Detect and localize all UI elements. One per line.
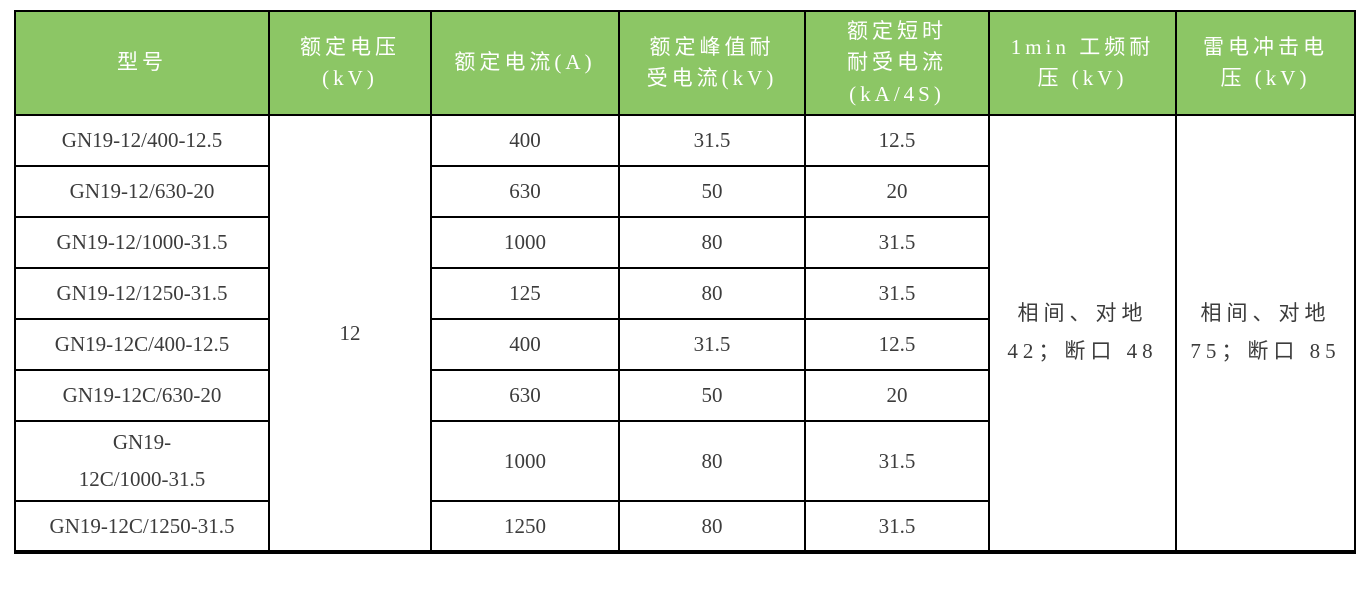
short-time-withstand-cell: 20 [804,369,990,422]
peak-withstand-cell: 80 [618,216,806,269]
header-row: 型号 额定电压 (kV) 额定电流(A) 额定峰值耐 受电流(kV) 额定短时 … [14,10,1356,116]
model-cell: GN19-12/1000-31.5 [14,216,270,269]
model-cell: GN19-12/400-12.5 [14,114,270,167]
power-frequency-merged-cell: 相间、对地 42；断口 48 [988,114,1177,553]
short-time-withstand-cell: 31.5 [804,420,990,502]
short-time-withstand-cell: 20 [804,165,990,218]
short-time-withstand-cell: 31.5 [804,500,990,553]
model-cell: GN19-12/630-20 [14,165,270,218]
short-time-withstand-cell: 12.5 [804,318,990,371]
model-cell: GN19-12C/630-20 [14,369,270,422]
table-row: GN19-12/630-20 630 50 20 [14,165,1355,218]
table-row: GN19- 12C/1000-31.5 1000 80 31.5 [14,420,1355,502]
table-row: GN19-12/1000-31.5 1000 80 31.5 [14,216,1355,269]
rated-current-cell: 400 [430,114,620,167]
header-lightning-impulse-voltage: 雷电冲击电 压 (kV) [1175,10,1356,116]
header-peak-withstand-current: 额定峰值耐 受电流(kV) [618,10,806,116]
rated-current-cell: 125 [430,267,620,320]
rated-current-cell: 400 [430,318,620,371]
header-model: 型号 [14,10,270,116]
short-time-withstand-cell: 12.5 [804,114,990,167]
header-rated-voltage: 额定电压 (kV) [268,10,432,116]
spec-table: 型号 额定电压 (kV) 额定电流(A) 额定峰值耐 受电流(kV) 额定短时 … [14,10,1356,554]
peak-withstand-cell: 31.5 [618,318,806,371]
header-power-frequency-withstand: 1min 工频耐 压 (kV) [988,10,1177,116]
short-time-withstand-cell: 31.5 [804,216,990,269]
lightning-impulse-merged-cell: 相间、对地 75；断口 85 [1175,114,1356,553]
peak-withstand-cell: 80 [618,267,806,320]
peak-withstand-cell: 31.5 [618,114,806,167]
model-cell: GN19-12/1250-31.5 [14,267,270,320]
peak-withstand-cell: 80 [618,420,806,502]
table-row: GN19-12C/400-12.5 400 31.5 12.5 [14,318,1355,371]
model-cell: GN19-12C/1250-31.5 [14,500,270,553]
header-rated-current: 额定电流(A) [430,10,620,116]
rated-current-cell: 1250 [430,500,620,553]
table-row: GN19-12/400-12.5 12 400 31.5 12.5 相间、对地 … [14,114,1356,553]
rated-voltage-merged-cell: 12 [268,114,432,553]
table-row: GN19-12C/630-20 630 50 20 [14,369,1355,422]
rated-current-cell: 630 [430,165,620,218]
peak-withstand-cell: 50 [618,165,806,218]
rated-current-cell: 1000 [430,420,620,502]
model-cell: GN19-12C/400-12.5 [14,318,270,371]
header-short-time-withstand-current: 额定短时 耐受电流 (kA/4S) [804,10,990,116]
table-row: GN19-12C/1250-31.5 1250 80 31.5 [14,500,1355,553]
table-row: GN19-12/1250-31.5 125 80 31.5 [14,267,1355,320]
rated-current-cell: 1000 [430,216,620,269]
rated-current-cell: 630 [430,369,620,422]
peak-withstand-cell: 80 [618,500,806,553]
model-cell: GN19- 12C/1000-31.5 [14,420,270,502]
short-time-withstand-cell: 31.5 [804,267,990,320]
peak-withstand-cell: 50 [618,369,806,422]
